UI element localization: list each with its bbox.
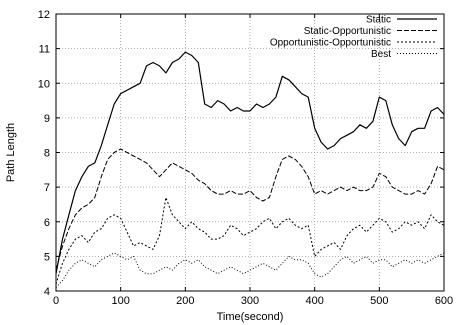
y-tick-label: 10	[38, 78, 50, 90]
series-line-3	[55, 252, 445, 288]
x-axis-label: Time(second)	[217, 311, 284, 323]
x-tick-label: 500	[370, 295, 388, 307]
y-tick-label: 7	[44, 182, 50, 194]
x-tick-label: 0	[53, 295, 59, 307]
x-tick-label: 600	[435, 295, 453, 307]
legend-label: Best	[371, 49, 391, 60]
legend: StaticStatic-OpportunisticOpportunistic-…	[270, 15, 437, 60]
legend-label: Static-Opportunistic	[304, 26, 391, 37]
legend-label: Opportunistic-Opportunistic	[270, 38, 391, 49]
y-tick-label: 4	[44, 286, 50, 298]
y-tick-label: 8	[44, 148, 50, 160]
y-axis-label: Path Length	[5, 123, 17, 182]
series-layer	[55, 51, 445, 288]
series-line-2	[55, 197, 445, 285]
x-tick-label: 200	[176, 295, 194, 307]
y-tick-label: 6	[44, 217, 50, 229]
axis-ticks: 0 100 200 300 400 500 600 4 5 6 7 8 9 10 11 12	[38, 9, 453, 307]
series-line-1	[55, 148, 445, 271]
legend-label: Static	[366, 15, 391, 26]
x-tick-label: 100	[111, 295, 129, 307]
y-tick-label: 12	[38, 9, 50, 21]
grid	[56, 14, 444, 291]
x-tick-label: 400	[305, 295, 323, 307]
y-tick-label: 9	[44, 113, 50, 125]
series-line-0	[55, 51, 445, 274]
y-tick-label: 11	[39, 44, 50, 56]
x-tick-label: 300	[241, 295, 259, 307]
y-tick-label: 5	[44, 251, 50, 263]
